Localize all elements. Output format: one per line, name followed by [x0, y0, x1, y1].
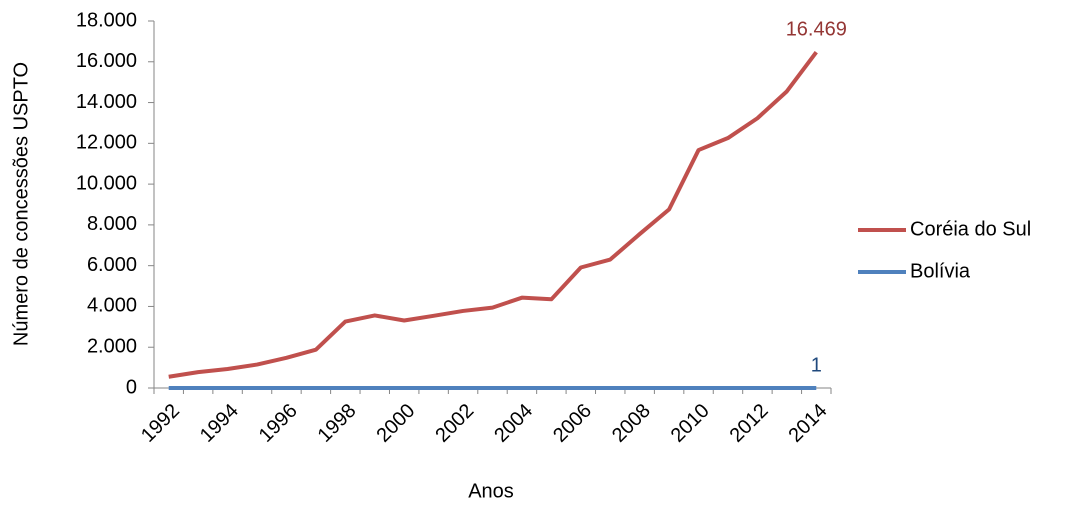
- x-tick-label: 2000: [372, 400, 419, 447]
- x-tick-label: 1996: [255, 400, 302, 447]
- y-tick-label: 12.000: [76, 132, 137, 154]
- x-tick-label: 1994: [196, 400, 243, 447]
- x-tick-label: 1992: [137, 400, 184, 447]
- x-tick-label: 2010: [667, 400, 714, 447]
- y-tick-label: 16.000: [76, 50, 137, 72]
- y-tick-label: 10.000: [76, 172, 137, 194]
- legend-label: Bolívia: [910, 260, 971, 282]
- x-tick-label: 2004: [490, 400, 537, 447]
- legend-label: Coréia do Sul: [910, 218, 1031, 240]
- data-label: 16.469: [786, 18, 847, 40]
- y-axis-title: Número de concessões USPTO: [10, 62, 32, 346]
- x-tick-label: 2014: [785, 400, 832, 447]
- x-tick-label: 2008: [608, 400, 655, 447]
- y-tick-label: 8.000: [87, 213, 137, 235]
- x-tick-label: 2006: [549, 400, 596, 447]
- y-tick-label: 14.000: [76, 91, 137, 113]
- y-tick-label: 0: [126, 376, 137, 398]
- x-tick-label: 1998: [314, 400, 361, 447]
- y-tick-label: 4.000: [87, 295, 137, 317]
- x-axis-title: Anos: [468, 480, 514, 502]
- x-tick-label: 2012: [726, 400, 773, 447]
- y-tick-label: 18.000: [76, 9, 137, 31]
- y-tick-label: 6.000: [87, 254, 137, 276]
- x-tick-label: 2002: [431, 400, 478, 447]
- y-tick-label: 2.000: [87, 336, 137, 358]
- series-line: [168, 51, 818, 379]
- data-label: 1: [811, 354, 822, 376]
